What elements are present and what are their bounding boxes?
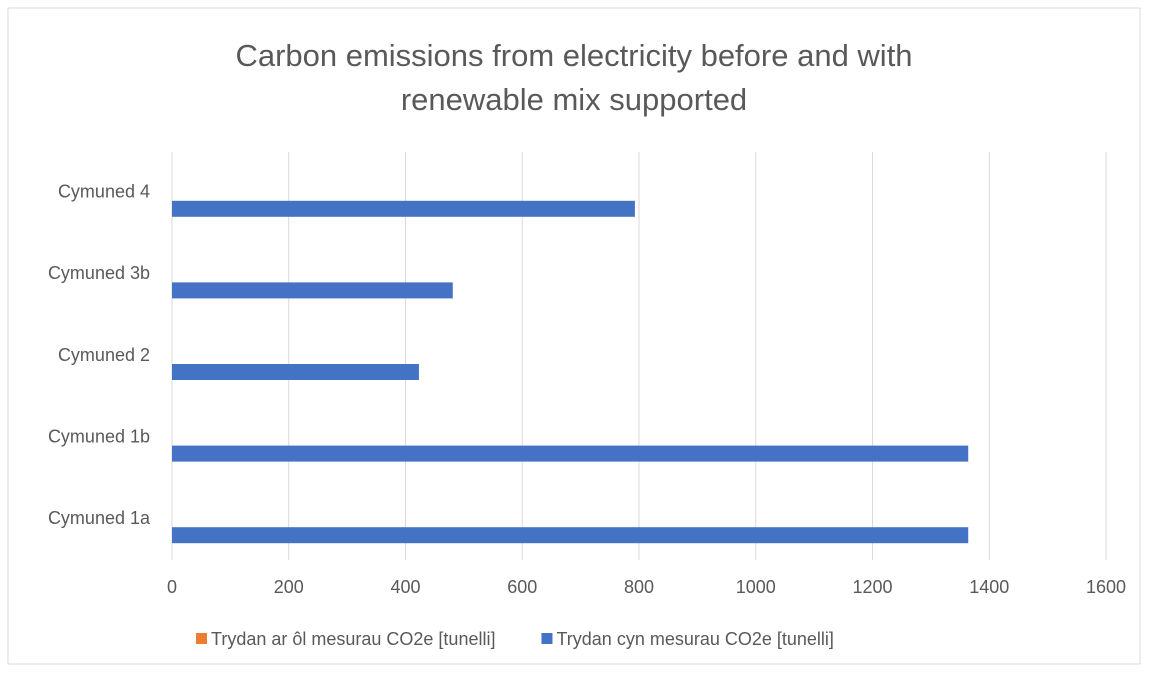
legend-swatch (196, 633, 207, 644)
chart-frame (7, 7, 1141, 665)
y-tick-label: Cymuned 4 (58, 182, 150, 202)
bar (172, 527, 969, 544)
x-tick-label: 200 (274, 577, 304, 597)
y-tick-label: Cymuned 3b (48, 263, 150, 283)
y-tick-label: Cymuned 2 (58, 345, 150, 365)
x-tick-label: 600 (507, 577, 537, 597)
legend-swatch (541, 633, 553, 644)
bar (172, 364, 419, 380)
x-tick-label: 1200 (852, 577, 892, 597)
y-tick-label: Cymuned 1b (48, 426, 150, 446)
x-tick-label: 1000 (736, 577, 776, 597)
x-tick-label: 1600 (1086, 577, 1126, 597)
bar (172, 445, 969, 462)
bar (172, 200, 635, 217)
x-tick-label: 400 (390, 577, 420, 597)
x-tick-label: 0 (167, 577, 177, 597)
bar (172, 282, 453, 299)
x-tick-label: 800 (624, 577, 654, 597)
legend-label: Trydan ar ôl mesurau CO2e [tunelli] (211, 629, 495, 649)
chart-title: Carbon emissions from electricity before… (235, 38, 913, 117)
legend-label: Trydan cyn mesurau CO2e [tunelli] (556, 629, 833, 649)
x-tick-label: 1400 (969, 577, 1009, 597)
y-tick-label: Cymuned 1a (48, 508, 151, 528)
